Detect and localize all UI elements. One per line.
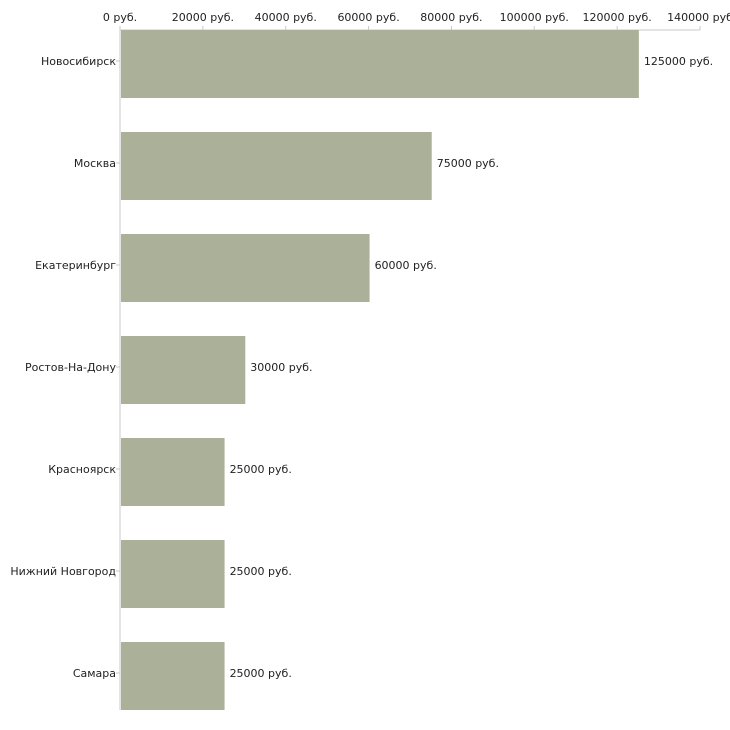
- value-label: 125000 руб.: [644, 55, 713, 68]
- x-tick-label: 120000 руб.: [583, 11, 652, 24]
- category-label: Екатеринбург: [35, 259, 116, 272]
- category-label: Красноярск: [48, 463, 116, 476]
- bar: [121, 438, 225, 506]
- bar: [121, 336, 246, 404]
- x-tick-label: 40000 руб.: [255, 11, 317, 24]
- value-label: 25000 руб.: [230, 667, 292, 680]
- category-label: Нижний Новгород: [10, 565, 116, 578]
- x-tick-label: 0 руб.: [103, 11, 137, 24]
- value-label: 75000 руб.: [437, 157, 499, 170]
- bar: [121, 132, 432, 200]
- bar: [121, 642, 225, 710]
- axis-layer: 0 руб. 20000 руб. 40000 руб. 60000 руб. 8000…: [103, 11, 730, 710]
- x-tick-label: 140000 руб: [667, 11, 730, 24]
- x-tick-label: 80000 руб.: [420, 11, 482, 24]
- bar: [121, 234, 370, 302]
- category-label: Москва: [74, 157, 116, 170]
- category-label: Новосибирск: [41, 55, 116, 68]
- value-label: 30000 руб.: [250, 361, 312, 374]
- category-label: Ростов-На-Дону: [25, 361, 116, 374]
- x-tick-label: 60000 руб.: [337, 11, 399, 24]
- value-label: 25000 руб.: [230, 565, 292, 578]
- category-label: Самара: [73, 667, 116, 680]
- bar: [121, 540, 225, 608]
- bar: [121, 30, 639, 98]
- x-tick-label: 100000 руб.: [500, 11, 569, 24]
- value-label: 25000 руб.: [230, 463, 292, 476]
- bars-layer: [121, 30, 639, 710]
- x-tick-label: 20000 руб.: [172, 11, 234, 24]
- value-label: 60000 руб.: [375, 259, 437, 272]
- labels-layer: Новосибирск 125000 руб. Москва 75000 руб. Ек…: [10, 55, 713, 680]
